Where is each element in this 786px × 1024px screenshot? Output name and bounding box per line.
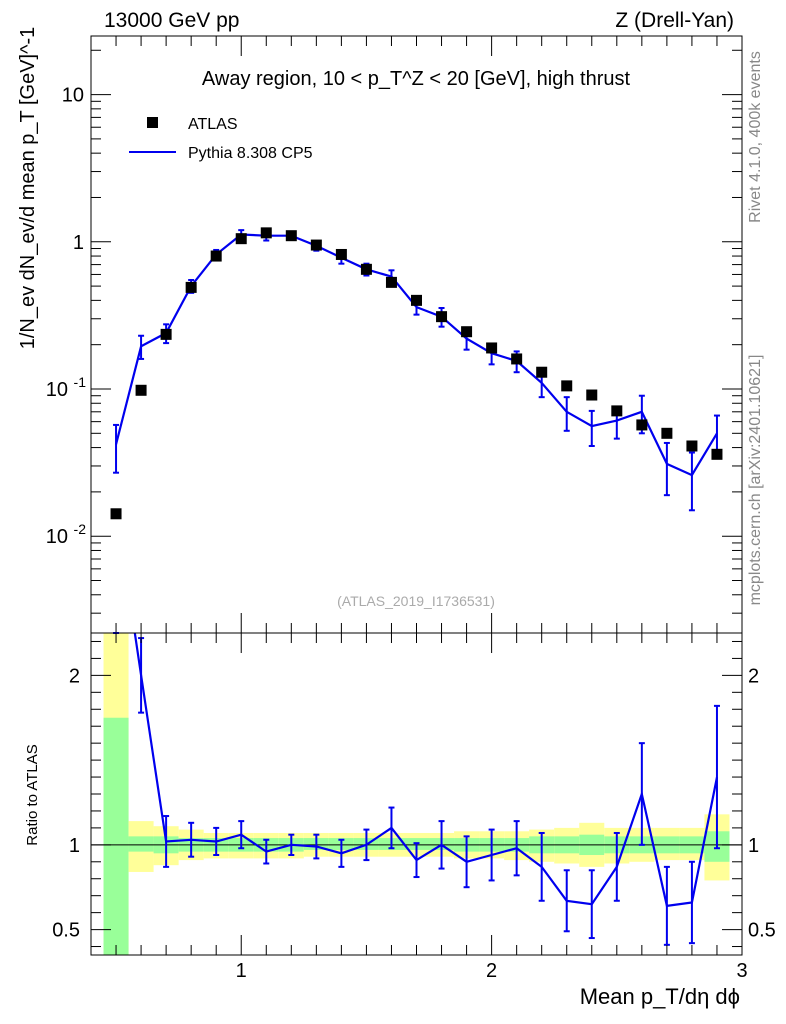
ratio-y-tick-label-right: 1: [748, 835, 759, 857]
ratio-panel: 0.5 0.5 1 1 2 2 1 2 3 Ratio to ATLAS Mean p_T/dη…: [24, 632, 776, 1009]
atlas-data-point: [461, 326, 473, 338]
legend: ATLAS Pythia 8.308 CP5: [129, 116, 313, 162]
atlas-data-point: [661, 427, 673, 439]
atlas-data-point: [285, 230, 297, 242]
ratio-line: [133, 633, 719, 908]
ratio-band-inner: [103, 717, 129, 955]
atlas-data-point: [360, 263, 372, 275]
atlas-data-point: [436, 311, 448, 323]
main-panel: 10 -2 10 -1 1 10 Away region, 10 < p_T^Z < 20…: [17, 27, 743, 634]
legend-atlas-label: ATLAS: [188, 116, 238, 133]
ratio-y-tick-label: 0.5: [52, 920, 80, 942]
ratio-y-tick-label-right: 2: [748, 665, 759, 687]
header-process-label: Z (Drell-Yan): [615, 9, 734, 32]
legend-pythia-label: Pythia 8.308 CP5: [188, 145, 313, 162]
atlas-data-point: [611, 405, 623, 417]
main-title: Away region, 10 < p_T^Z < 20 [GeV], high…: [202, 68, 631, 90]
atlas-data-point: [235, 233, 247, 245]
main-y-tick-exponent: -2: [74, 521, 87, 537]
atlas-data-point: [636, 419, 648, 431]
main-y-tick-exponent: -1: [74, 374, 87, 390]
main-y-tick-label: 10: [46, 526, 68, 548]
atlas-data-point: [586, 389, 598, 401]
atlas-data-point: [561, 380, 573, 392]
analysis-label: (ATLAS_2019_I1736531): [337, 593, 495, 609]
atlas-data-point: [335, 248, 347, 260]
atlas-data-point: [110, 508, 122, 520]
ratio-frame: [90, 632, 743, 956]
atlas-data-point: [385, 276, 397, 288]
atlas-data-point: [310, 239, 322, 251]
atlas-data-point: [210, 250, 222, 262]
x-tick-label: 1: [236, 960, 247, 982]
x-tick-label: 2: [486, 960, 497, 982]
main-y-tick-label: 10: [62, 85, 84, 107]
ratio-y-tick-label-right: 0.5: [748, 920, 776, 942]
legend-atlas-marker: [147, 117, 158, 128]
ratio-y-axis-label: Ratio to ATLAS: [24, 744, 41, 845]
atlas-data-point: [536, 366, 548, 378]
x-tick-label: 3: [736, 960, 747, 982]
atlas-data-point: [511, 353, 523, 365]
rivet-version-label: Rivet 4.1.0, 400k events: [747, 51, 764, 223]
main-y-tick-label: 10: [46, 379, 68, 401]
atlas-data-point: [486, 342, 498, 354]
main-y-axis-label: 1/N_ev dN_ev/d mean p_T [GeV]^-1: [17, 27, 39, 350]
atlas-data-point: [135, 384, 147, 396]
mcplots-label: mcplots.cern.ch [arXiv:2401.10621]: [747, 355, 764, 606]
ratio-y-tick-label: 1: [69, 835, 80, 857]
atlas-data-point: [411, 294, 422, 306]
atlas-data-point: [686, 440, 698, 452]
atlas-data-point: [260, 227, 272, 239]
atlas-data-point: [185, 281, 197, 293]
main-y-tick-label: 1: [73, 232, 84, 254]
header-energy-label: 13000 GeV pp: [104, 9, 239, 32]
ratio-band-inner: [128, 836, 154, 852]
ratio-y-tick-label: 2: [69, 665, 80, 687]
atlas-data-point: [160, 328, 172, 340]
x-axis-label: Mean p_T/dη dϕ: [580, 984, 740, 1009]
mc-line: [114, 233, 718, 477]
atlas-data-point: [711, 448, 723, 460]
